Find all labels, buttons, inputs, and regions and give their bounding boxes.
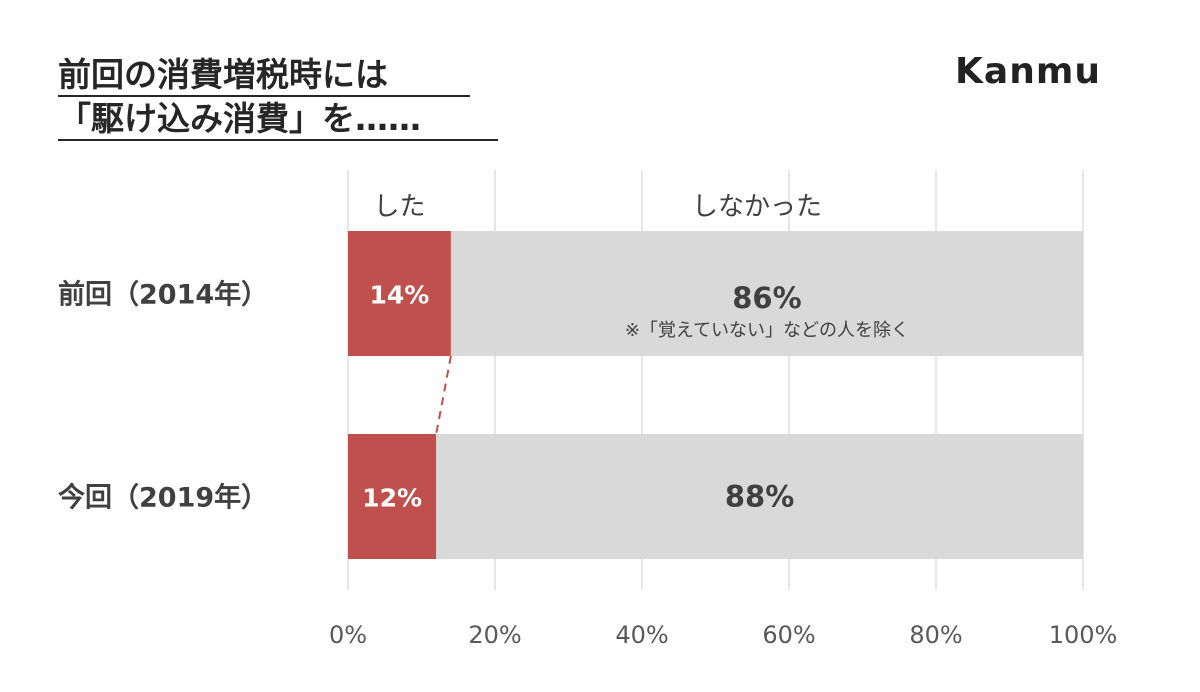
data-label-did-not-0: 86% xyxy=(732,281,801,315)
legend-label-did-not: しなかった xyxy=(692,192,822,222)
category-label-0: 前回（2014年） xyxy=(58,279,268,311)
brand-logo: Kanmu xyxy=(955,51,1101,92)
annotation-note: ※「覚えていない」などの人を除く xyxy=(625,320,909,341)
x-tick-label: 0% xyxy=(329,621,367,649)
x-tick-label: 60% xyxy=(762,621,815,649)
bar-did-1 xyxy=(348,434,437,559)
legend-label-did: した xyxy=(373,192,425,222)
data-label-did-0: 14% xyxy=(370,281,430,310)
bar-did-not-1 xyxy=(436,434,1083,559)
chart-title-line-1: 前回の消費増税時には xyxy=(58,55,388,94)
chart-title-line-2: 「駆け込み消費」を…… xyxy=(58,99,421,138)
category-label-1: 今回（2019年） xyxy=(58,482,268,514)
data-label-did-not-1: 88% xyxy=(725,480,794,514)
bar-did-0 xyxy=(348,231,451,356)
x-tick-label: 20% xyxy=(468,621,521,649)
x-tick-label: 40% xyxy=(615,621,668,649)
title-underline-1 xyxy=(58,95,470,97)
connector-dashed-line xyxy=(435,355,452,435)
x-tick-label: 100% xyxy=(1049,621,1118,649)
data-label-did-1: 12% xyxy=(362,484,422,513)
bar-did-not-0 xyxy=(450,231,1083,356)
title-underline-2 xyxy=(58,139,498,141)
x-tick-label: 80% xyxy=(909,621,962,649)
